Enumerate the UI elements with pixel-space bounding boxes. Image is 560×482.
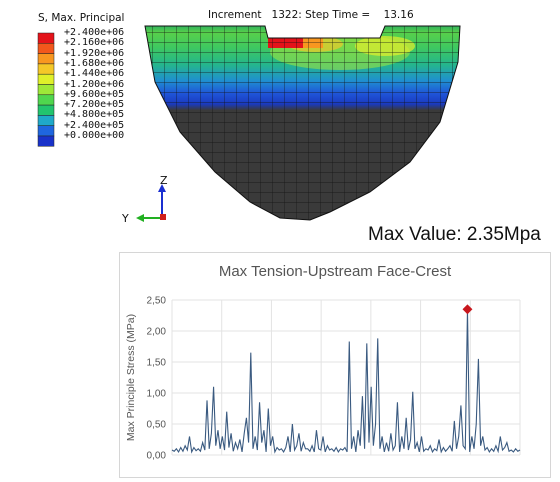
legend-label: +2.160e+06 xyxy=(64,37,125,49)
y-axis-label: Y xyxy=(121,212,129,225)
legend-label: +1.680e+06 xyxy=(64,57,125,69)
legend-swatch xyxy=(37,125,55,137)
y-axis-title: Max Principle Stress (MPa) xyxy=(125,314,137,441)
legend-swatch xyxy=(37,135,55,147)
legend-label: +1.920e+06 xyxy=(64,47,125,59)
legend-swatch xyxy=(37,115,55,126)
legend-title: S, Max. Principal xyxy=(38,12,125,24)
stress-line-chart: 0,00 0,50 1,00 1,50 2,00 2,50 Max Principle St… xyxy=(125,296,521,462)
legend-swatch xyxy=(37,84,55,96)
legend-label: +1.440e+06 xyxy=(64,68,125,80)
y-tick-label: 0,00 xyxy=(147,451,167,462)
legend-swatch xyxy=(37,53,55,65)
legend-label: +9.600e+05 xyxy=(64,88,125,100)
legend-color-bar xyxy=(37,32,55,147)
legend-label: +4.800e+05 xyxy=(64,109,125,121)
legend-swatch xyxy=(37,73,55,85)
legend-label: +2.400e+05 xyxy=(64,119,125,131)
legend-label: +7.200e+05 xyxy=(64,99,125,111)
max-point-marker xyxy=(462,304,473,315)
legend-label: +2.400e+06 xyxy=(64,27,125,38)
increment-step-time: Increment 1322: Step Time = 13.16 xyxy=(208,9,414,21)
legend-swatch xyxy=(37,43,55,54)
legend-label: +1.200e+06 xyxy=(64,78,125,90)
legend-swatch xyxy=(37,63,55,75)
y-tick-label: 1,50 xyxy=(147,358,167,369)
y-tick-label: 2,00 xyxy=(147,327,167,338)
contour-legend: S, Max. Principal +2.400e+06 +2.160e+06 +1… xyxy=(8,8,158,158)
chart-title: Max Tension-Upstream Face-Crest xyxy=(218,263,452,280)
dam-contour-plot xyxy=(144,25,461,221)
max-value-label: Max Value: 2.35Mpa xyxy=(368,224,541,245)
z-axis-label: Z xyxy=(160,176,168,187)
legend-label: +0.000e+00 xyxy=(64,130,125,141)
legend-swatch xyxy=(37,94,55,106)
chart-panel: Max Tension-Upstream Face-Crest 0,00 0,50… xyxy=(119,252,551,478)
legend-swatch xyxy=(37,104,55,116)
series-line xyxy=(171,309,521,454)
coordinate-triad: Z Y xyxy=(121,176,168,225)
y-tick-label: 0,50 xyxy=(147,420,167,431)
legend-swatch xyxy=(37,32,55,44)
y-tick-label: 2,50 xyxy=(147,296,167,307)
y-tick-label: 1,00 xyxy=(147,389,167,400)
